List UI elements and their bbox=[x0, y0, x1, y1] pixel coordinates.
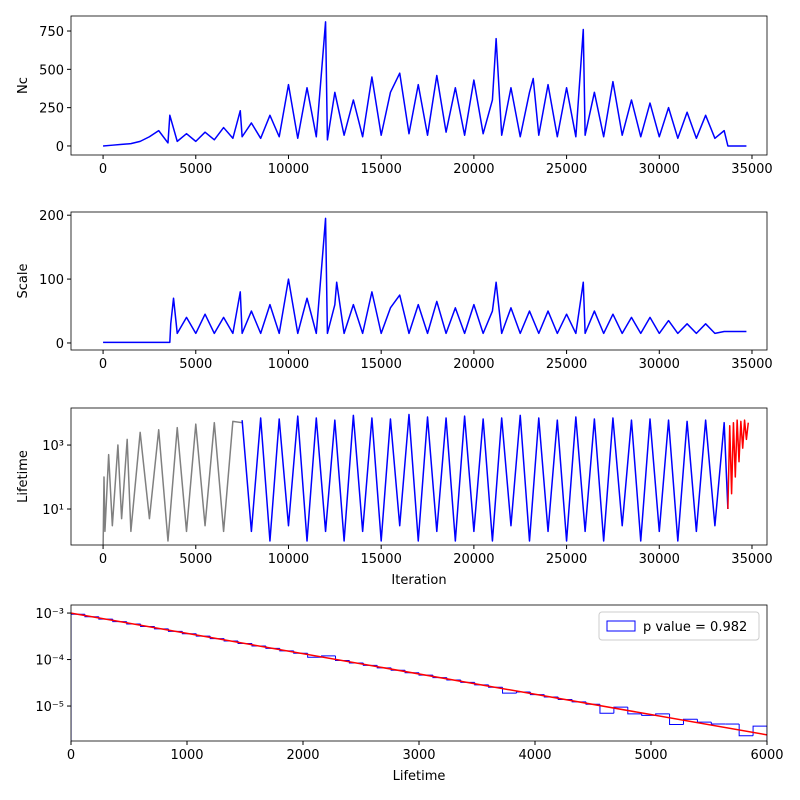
x-tick-label: 10000 bbox=[268, 162, 309, 177]
line-series bbox=[102, 420, 243, 545]
x-tick-label: 5000 bbox=[179, 162, 212, 177]
histogram-bin bbox=[641, 713, 656, 716]
legend-swatch bbox=[606, 620, 636, 632]
x-tick-label: 10000 bbox=[268, 552, 309, 567]
histogram-bin bbox=[738, 724, 754, 737]
x-tick-label: 1000 bbox=[170, 748, 203, 763]
x-tick-label: 30000 bbox=[639, 357, 680, 372]
histogram-bin bbox=[613, 706, 628, 714]
x-tick-label: 0 bbox=[99, 162, 107, 177]
plot-area bbox=[102, 413, 750, 545]
subplot: p value = 0.982 0 1000 2000 3000 4000 5000 6000… bbox=[35, 604, 784, 784]
line-series bbox=[103, 217, 747, 344]
histogram-bin bbox=[710, 722, 726, 725]
x-tick-label: 35000 bbox=[731, 357, 772, 372]
x-tick-label: 5000 bbox=[179, 357, 212, 372]
x-tick-label: 20000 bbox=[453, 162, 494, 177]
y-axis-label: Nc bbox=[16, 77, 31, 94]
x-tick-label: 25000 bbox=[546, 552, 587, 567]
axes-frame bbox=[70, 15, 768, 156]
x-tick-label: 6000 bbox=[750, 748, 783, 763]
x-tick-label: 0 bbox=[99, 552, 107, 567]
x-tick-label: 20000 bbox=[453, 357, 494, 372]
x-tick-label: 5000 bbox=[634, 748, 667, 763]
y-tick-label: 500 bbox=[39, 63, 64, 78]
y-tick-label: 10⁻⁴ bbox=[35, 654, 64, 669]
legend-label: p value = 0.982 bbox=[643, 620, 747, 635]
histogram-bin bbox=[627, 707, 642, 715]
subplot: 0 5000 10000 15000 20000 25000 30000 35000 0 100 2… bbox=[16, 209, 773, 372]
y-tick-label: 10⁻³ bbox=[35, 607, 64, 622]
plot-area bbox=[71, 612, 767, 741]
y-tick-label: 100 bbox=[39, 273, 64, 288]
y-tick-label: 0 bbox=[56, 337, 64, 352]
x-tick-label: 3000 bbox=[402, 748, 435, 763]
x-axis-label: Iteration bbox=[391, 573, 446, 588]
subplot: 0 5000 10000 15000 20000 25000 30000 35000 0 250 5… bbox=[16, 15, 773, 177]
histogram-bin bbox=[696, 719, 712, 723]
x-tick-label: 25000 bbox=[546, 357, 587, 372]
x-tick-label: 20000 bbox=[453, 552, 494, 567]
histogram-bin bbox=[599, 704, 614, 714]
x-tick-label: 30000 bbox=[639, 552, 680, 567]
y-tick-label: 250 bbox=[39, 102, 64, 117]
y-axis-label: Scale bbox=[16, 264, 31, 299]
x-tick-label: 25000 bbox=[546, 162, 587, 177]
x-tick-label: 30000 bbox=[639, 162, 680, 177]
x-tick-label: 15000 bbox=[360, 162, 401, 177]
x-tick-label: 4000 bbox=[518, 748, 551, 763]
axes-frame bbox=[70, 211, 768, 351]
y-tick-label: 10⁻⁵ bbox=[35, 700, 64, 715]
y-axis-label: Lifetime bbox=[16, 450, 31, 503]
plot-area bbox=[103, 217, 747, 344]
x-tick-label: 35000 bbox=[731, 162, 772, 177]
axes-frame bbox=[70, 407, 768, 546]
y-tick-label: 10¹ bbox=[42, 503, 64, 518]
x-tick-label: 0 bbox=[99, 357, 107, 372]
histogram-bin bbox=[682, 718, 698, 725]
x-axis-label: Lifetime bbox=[393, 769, 446, 784]
x-tick-label: 15000 bbox=[360, 552, 401, 567]
line-series bbox=[103, 21, 747, 147]
y-tick-label: 0 bbox=[56, 140, 64, 155]
histogram-bin bbox=[71, 613, 85, 741]
line-series bbox=[241, 413, 729, 542]
x-tick-label: 0 bbox=[67, 748, 75, 763]
plot-area bbox=[103, 21, 747, 147]
legend-box bbox=[598, 611, 760, 641]
x-tick-label: 35000 bbox=[731, 552, 772, 567]
fit-line bbox=[71, 612, 767, 736]
line-series bbox=[727, 419, 750, 510]
x-tick-label: 5000 bbox=[179, 552, 212, 567]
x-tick-label: 10000 bbox=[268, 357, 309, 372]
subplot: 0 5000 10000 15000 20000 25000 30000 35000 10¹ 10… bbox=[16, 407, 773, 588]
y-tick-label: 10³ bbox=[42, 439, 64, 454]
x-tick-label: 15000 bbox=[360, 357, 401, 372]
histogram-bin bbox=[752, 725, 767, 741]
y-tick-label: 200 bbox=[39, 209, 64, 224]
y-tick-label: 750 bbox=[39, 25, 64, 40]
x-tick-label: 2000 bbox=[286, 748, 319, 763]
